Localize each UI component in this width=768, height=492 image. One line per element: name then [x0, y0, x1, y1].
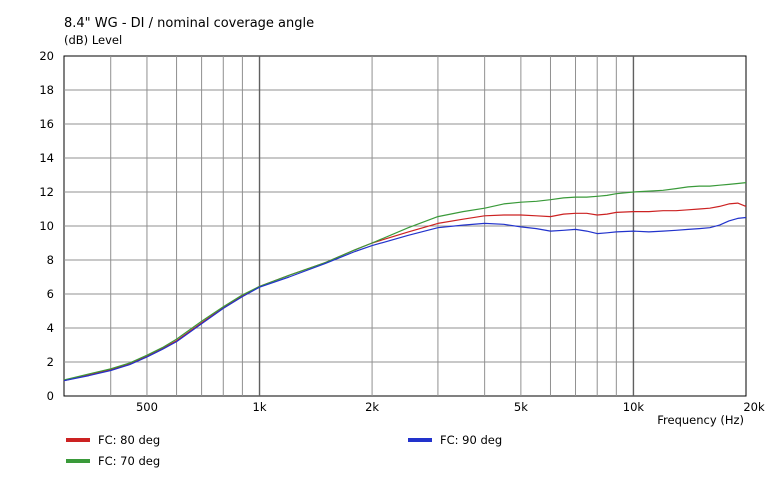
y-tick-labels: 0 2 4 6 8 10 12 14 16 18 20 [39, 49, 54, 403]
y-tick-label: 8 [47, 253, 54, 267]
series-line [63, 182, 747, 381]
series-line [63, 216, 747, 382]
legend-swatch [66, 459, 90, 463]
x-tick-label: 20k [743, 400, 765, 414]
y-tick-label: 6 [47, 287, 54, 301]
legend-item: FC: 90 deg [408, 433, 502, 447]
y-tick-label: 16 [39, 117, 54, 131]
x-tick-label: 5k [514, 400, 528, 414]
y-tick-label: 14 [39, 151, 54, 165]
y-tick-label: 4 [47, 321, 54, 335]
y-tick-label: 18 [39, 83, 54, 97]
series-line [63, 202, 747, 382]
y-axis-label: (dB) Level [64, 33, 122, 47]
x-tick-label: 1k [253, 400, 267, 414]
x-tick-labels: 500 1k 2k 5k 10k 20k [136, 400, 765, 414]
y-tick-label: 0 [47, 389, 54, 403]
x-tick-label: 2k [365, 400, 379, 414]
legend-swatch [66, 438, 90, 442]
series-lines [63, 182, 747, 382]
legend-swatch [408, 438, 432, 442]
legend-label: FC: 90 deg [440, 433, 502, 447]
chart-title: 8.4" WG - DI / nominal coverage angle [64, 16, 314, 31]
y-tick-label: 20 [39, 49, 54, 63]
y-tick-label: 10 [39, 219, 54, 233]
legend: FC: 80 deg FC: 90 deg FC: 70 deg [66, 433, 502, 468]
legend-label: FC: 70 deg [98, 454, 160, 468]
legend-item: FC: 80 deg [66, 433, 160, 447]
legend-item: FC: 70 deg [66, 454, 160, 468]
y-tick-label: 2 [47, 355, 54, 369]
x-axis-label: Frequency (Hz) [657, 413, 744, 427]
x-tick-label: 500 [136, 400, 158, 414]
x-tick-label: 10k [623, 400, 645, 414]
legend-label: FC: 80 deg [98, 433, 160, 447]
y-tick-label: 12 [39, 185, 54, 199]
